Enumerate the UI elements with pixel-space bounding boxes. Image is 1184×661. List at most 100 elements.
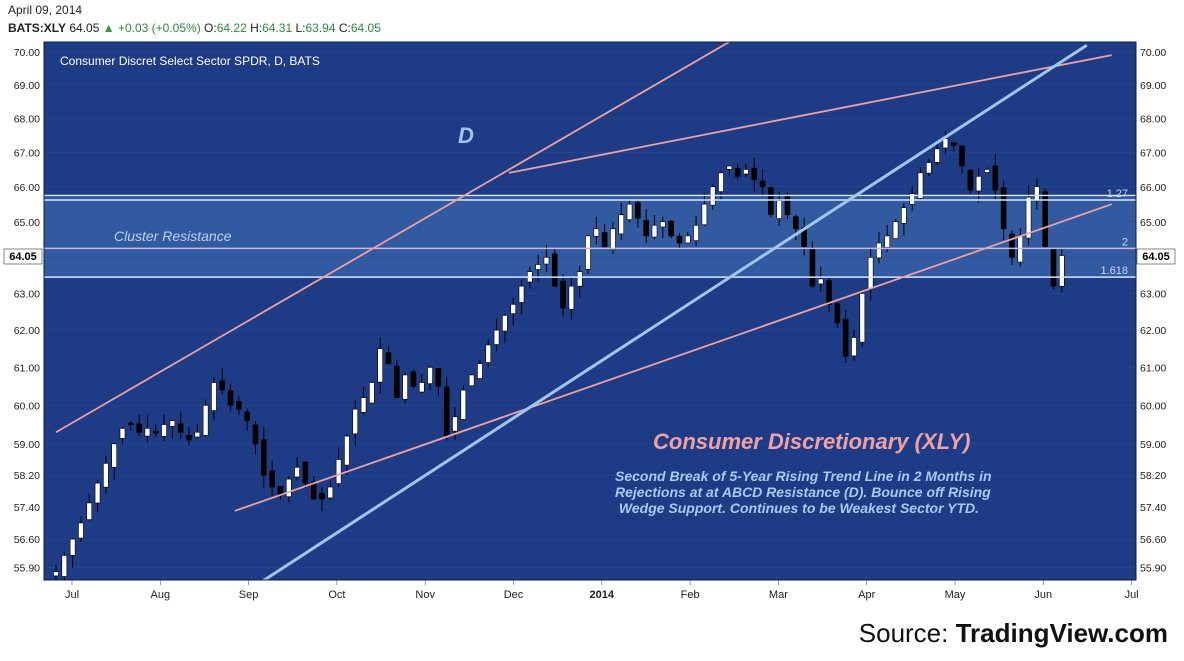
candle-body [859, 293, 866, 343]
y-tick-label-left: 57.40 [14, 502, 40, 514]
candle [651, 215, 658, 240]
candle-body [152, 431, 159, 434]
candle-body [285, 478, 292, 497]
candle [693, 216, 699, 247]
candle-body [684, 235, 691, 244]
candle [751, 157, 758, 192]
candle [219, 368, 226, 395]
candle [211, 377, 217, 420]
y-tick-label-right: 59.00 [1140, 439, 1166, 451]
candle [959, 145, 965, 174]
candle [1050, 247, 1057, 290]
y-tick-label-left: 59.00 [14, 439, 40, 451]
candle [443, 377, 450, 441]
candle [585, 235, 591, 274]
x-tick-label: Jun [1034, 589, 1052, 601]
candle [684, 231, 691, 244]
candle [510, 298, 516, 326]
candle [202, 399, 209, 437]
candle [1009, 230, 1015, 266]
y-tick-label-left: 65.00 [14, 217, 40, 229]
y-tick-label-right: 61.00 [1140, 362, 1166, 374]
candle-body [917, 172, 924, 199]
candle-body [119, 428, 126, 439]
last-price-right: 64.05 [1142, 251, 1170, 263]
candle-body [842, 318, 849, 357]
last-price-tag-right [1136, 248, 1176, 265]
trend-line [55, 42, 731, 434]
candle-body [676, 235, 683, 244]
candle-body [310, 481, 317, 500]
candle [635, 199, 641, 228]
candle-body [826, 280, 832, 305]
candle-body [86, 502, 93, 520]
symbol[interactable]: BATS:XLY [8, 21, 67, 35]
candle-body [69, 538, 76, 556]
candle [926, 158, 932, 177]
candle [136, 414, 142, 437]
candle-body [294, 467, 300, 478]
candle [269, 460, 275, 496]
quote-line: BATS:XLY 64.05 ▲ +0.03 (+0.05%) O:64.22 … [8, 21, 381, 35]
candle [992, 153, 999, 201]
candle-body [1025, 196, 1032, 239]
candle [144, 415, 151, 443]
candle [593, 216, 600, 245]
candle-body [643, 219, 649, 237]
x-tick-label: 2014 [590, 589, 615, 601]
candle-body [867, 257, 874, 290]
open-label: O: [204, 21, 217, 35]
candle [817, 266, 824, 292]
candle [892, 218, 899, 240]
low-label: L: [295, 21, 306, 35]
candle [227, 384, 234, 412]
y-tick-label-left: 61.00 [14, 362, 40, 374]
candle-body [535, 264, 541, 270]
y-tick-label-left: 68.00 [14, 113, 40, 125]
candle-body [776, 200, 782, 219]
candle-body [202, 405, 209, 436]
candle [576, 266, 583, 298]
candle [934, 142, 940, 165]
candle [502, 313, 508, 343]
candle-body [601, 232, 608, 247]
candle-body [635, 202, 641, 219]
candle [194, 423, 201, 439]
y-tick-label-left: 58.20 [14, 470, 40, 482]
candle-body [992, 165, 999, 191]
x-tick-label: Dec [504, 589, 524, 601]
candle [285, 476, 292, 503]
candle [543, 244, 550, 273]
price-change: +0.03 (+0.05%) [117, 21, 201, 35]
x-tick-label: Jul [1125, 589, 1139, 601]
candle-body [1042, 191, 1048, 247]
trend-line [234, 203, 1112, 512]
candle-body [94, 482, 101, 504]
candle-body [967, 169, 974, 191]
level-labels: 1.27 2 1.618 [1100, 188, 1128, 277]
candle-body [144, 428, 151, 437]
candle-body [959, 145, 965, 167]
candle-body [186, 435, 192, 441]
candle [560, 274, 566, 317]
candle [352, 400, 359, 446]
candle-body [502, 315, 508, 332]
candle-body [1059, 255, 1065, 287]
last-price: 64.05 [69, 21, 100, 35]
candle-body [468, 374, 475, 387]
x-tick-label: Mar [769, 589, 788, 601]
candle-body [901, 207, 907, 224]
candle-body [1009, 233, 1015, 258]
up-arrow-icon: ▲ [102, 21, 115, 35]
candle [335, 447, 342, 488]
last-price-tag-left [3, 248, 43, 265]
candle-body [402, 374, 408, 400]
chart-date: April 09, 2014 [8, 3, 83, 17]
y-tick-label-left: 70.00 [14, 47, 40, 59]
candle [294, 457, 300, 481]
candle [568, 276, 575, 320]
candle-body [460, 389, 467, 420]
level-label: 2 [1122, 236, 1128, 248]
candle [111, 443, 117, 481]
